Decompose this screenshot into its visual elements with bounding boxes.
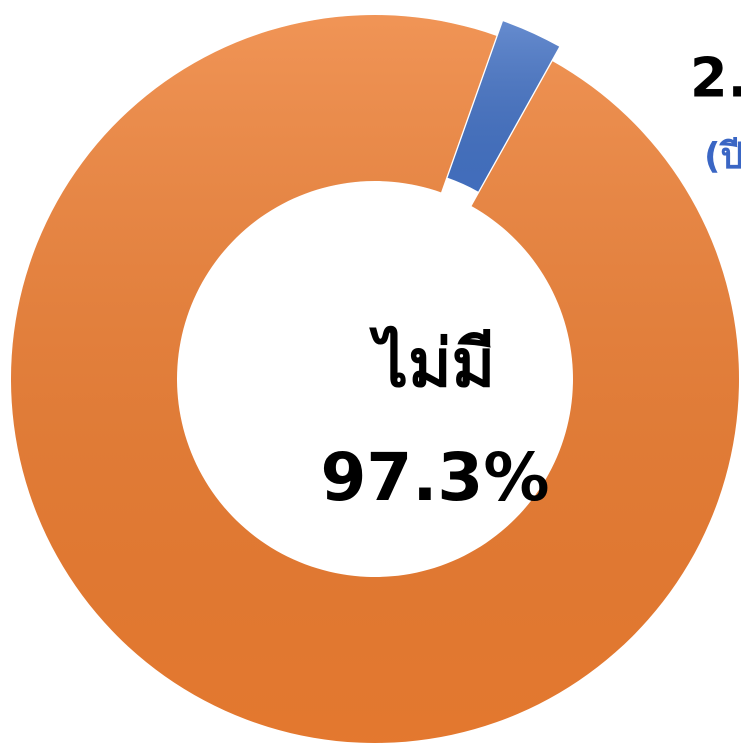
annotation: (ปี [704, 136, 741, 177]
slice-label: 2. [690, 47, 741, 110]
center-category: ไม่มี [369, 325, 495, 402]
center-value: 97.3% [321, 439, 550, 516]
